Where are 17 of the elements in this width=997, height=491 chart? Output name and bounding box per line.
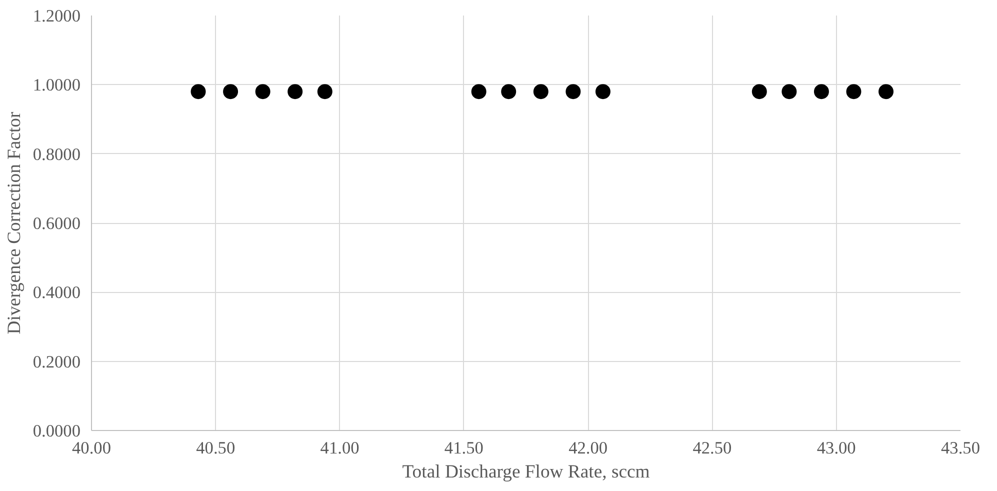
y-tick-label: 0.8000 — [32, 144, 81, 164]
x-tick-label: 42.50 — [692, 438, 732, 458]
x-axis-title: Total Discharge Flow Rate, sccm — [402, 462, 650, 482]
x-tick-label: 43.00 — [816, 438, 856, 458]
x-tick-label: 41.00 — [320, 438, 360, 458]
y-tick-label: 0.2000 — [32, 352, 81, 372]
x-tick-label: 43.50 — [941, 438, 980, 458]
x-tick-label: 40.00 — [72, 438, 112, 458]
y-tick-label: 1.2000 — [32, 6, 81, 26]
y-tick-label: 0.4000 — [32, 283, 81, 302]
x-tick-label: 42.00 — [568, 438, 608, 458]
y-tick-label: 0.0000 — [32, 422, 81, 440]
x-tick-label: 40.50 — [196, 438, 236, 458]
y-tick-label: 1.0000 — [32, 76, 81, 95]
y-tick-label: 0.6000 — [32, 214, 81, 233]
x-tick-label: 41.50 — [444, 438, 484, 458]
y-axis-title: Divergence Correction Factor — [4, 111, 25, 334]
